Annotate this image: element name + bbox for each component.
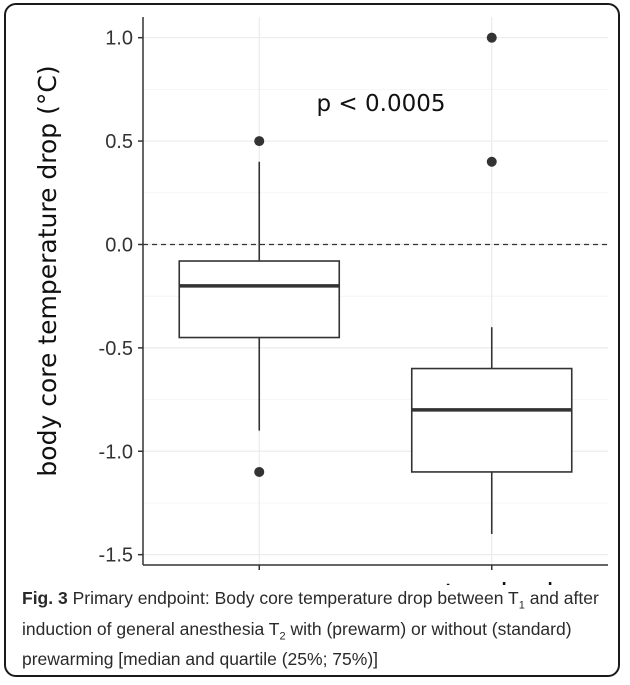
p-value-annotation: p < 0.0005	[317, 91, 446, 117]
y-tick-label: 1.0	[105, 28, 133, 50]
outlier-point	[486, 156, 497, 167]
box-standard	[410, 32, 573, 534]
y-tick-label: -0.5	[99, 338, 133, 360]
outlier-point	[254, 136, 265, 147]
y-tick-label: 0.0	[105, 234, 133, 256]
x-tick-label: prewarm	[197, 577, 321, 585]
y-tick-label: 0.5	[105, 131, 133, 153]
x-tick-label: standard	[430, 577, 554, 585]
caption-label: Fig. 3	[22, 588, 68, 608]
box-prewarm	[178, 136, 341, 477]
y-axis-title: body core temperature drop (°C)	[33, 65, 62, 476]
caption-text-2: and after induction of general anesthesi…	[22, 588, 599, 639]
caption-text-3: with (prewarm) or without (standard) pre…	[22, 618, 572, 670]
caption-sub-t1: 1	[518, 599, 525, 612]
outlier-point	[486, 32, 497, 43]
figure-caption: Fig. 3 Primary endpoint: Body core tempe…	[22, 587, 618, 671]
box-plot: 1.0 0.5 0.0 -0.5 -1.0 -1.5 body core temperatu…	[33, 17, 608, 585]
caption-text-1: Primary endpoint: Body core temperature …	[67, 588, 519, 608]
y-tick-label: -1.5	[99, 545, 133, 567]
figure-frame: 1.0 0.5 0.0 -0.5 -1.0 -1.5 body core temperatu…	[4, 3, 620, 677]
y-tick-label: -1.0	[99, 441, 133, 463]
caption-sub-t2: 2	[279, 630, 286, 642]
outlier-point	[254, 466, 265, 477]
box-iqr	[410, 367, 573, 473]
box-iqr	[178, 260, 341, 339]
